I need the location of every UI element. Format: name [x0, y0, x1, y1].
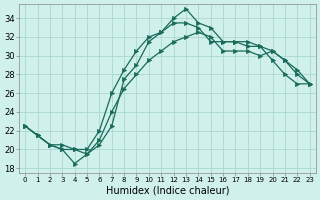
X-axis label: Humidex (Indice chaleur): Humidex (Indice chaleur): [106, 186, 229, 196]
